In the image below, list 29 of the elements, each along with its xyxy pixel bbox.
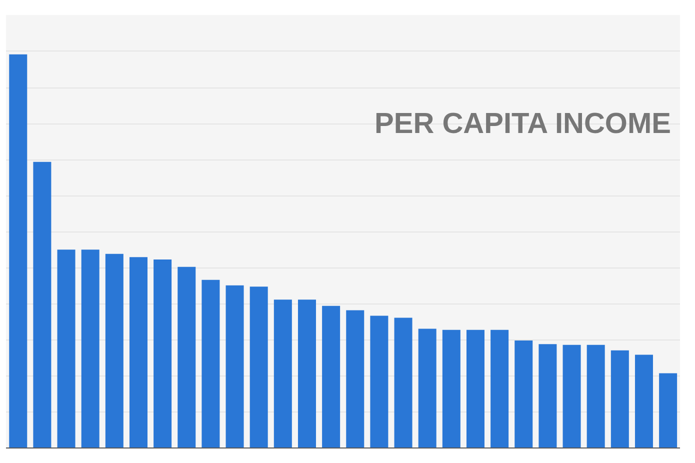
bar: [9, 54, 28, 448]
bar: [298, 300, 316, 448]
bar: [250, 286, 268, 448]
bar: [418, 328, 436, 448]
bar: [442, 330, 460, 448]
bar: [154, 259, 172, 448]
bar: [81, 250, 100, 448]
bar: [466, 330, 484, 448]
bar: [562, 344, 581, 448]
bar: [394, 318, 412, 448]
bar: [202, 280, 220, 448]
bar: [274, 300, 292, 448]
bar: [634, 354, 653, 448]
bar: [586, 344, 605, 448]
bar: [178, 266, 196, 448]
bar: [514, 340, 533, 448]
bar: [322, 306, 340, 448]
bar: [33, 162, 52, 448]
text: PER CAPITA INCOME: [374, 108, 671, 141]
bar: [538, 344, 557, 448]
bar: [659, 373, 678, 448]
bar: [370, 316, 388, 448]
bar: [129, 257, 148, 448]
bar: [346, 310, 364, 448]
bar: [57, 250, 76, 448]
bar: [226, 285, 244, 448]
bar: [610, 350, 629, 448]
bar: [490, 330, 509, 448]
bar: [105, 254, 124, 448]
